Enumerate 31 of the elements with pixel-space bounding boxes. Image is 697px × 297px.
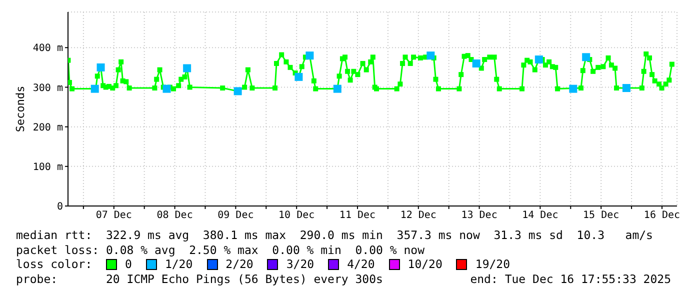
- x-tick-label: 08 Dec: [156, 210, 193, 222]
- text: packet loss: 0.08 % avg 2.50 % max 0.00 % min 0.00 % now: [16, 242, 426, 257]
- text: end: Tue Dec 16 17:55:33 2025: [470, 272, 671, 286]
- x-tick-label: 09 Dec: [218, 210, 254, 222]
- text: probe: 20 ICMP Echo Pings (56 Bytes) every 300s: [16, 272, 383, 286]
- legend-label: 3/20: [286, 257, 314, 272]
- x-tick-label: 12 Dec: [400, 210, 436, 222]
- x-tick-label: 11 Dec: [339, 210, 376, 222]
- text: median rtt: 322.9 ms avg 380.1 ms max 290.0 ms min 357.3 ms now 31.3 ms sd 10.3 am/s: [16, 228, 654, 242]
- legend-label: 4/20: [347, 257, 375, 272]
- legend-label: 1/20: [164, 257, 193, 272]
- x-tick-label: 10 Dec: [278, 210, 315, 222]
- legend-title: loss color:: [16, 257, 94, 272]
- legend-label: 2/20: [226, 257, 254, 272]
- y-tick-label: 200 m: [32, 122, 63, 134]
- y-tick-label: 0: [56, 202, 63, 213]
- y-tick-label: 300 m: [32, 82, 63, 94]
- y-tick-label: 400 m: [32, 43, 63, 54]
- legend-label: 10/20: [408, 257, 442, 272]
- point: [90, 84, 99, 93]
- legend-label: 0: [125, 257, 132, 272]
- legend-label: 19/20: [475, 257, 510, 272]
- point: [622, 84, 630, 92]
- x-tick-label: 15 Dec: [583, 210, 620, 222]
- x-tick-label: 13 Dec: [461, 210, 498, 222]
- x-tick-label: 16 Dec: [644, 210, 680, 222]
- point: [569, 84, 578, 93]
- y-axis-title: Seconds: [14, 86, 27, 132]
- x-tick-label: 14 Dec: [522, 210, 558, 222]
- y-tick-label: 100 m: [32, 162, 63, 173]
- x-tick-label: 07 Dec: [96, 210, 132, 222]
